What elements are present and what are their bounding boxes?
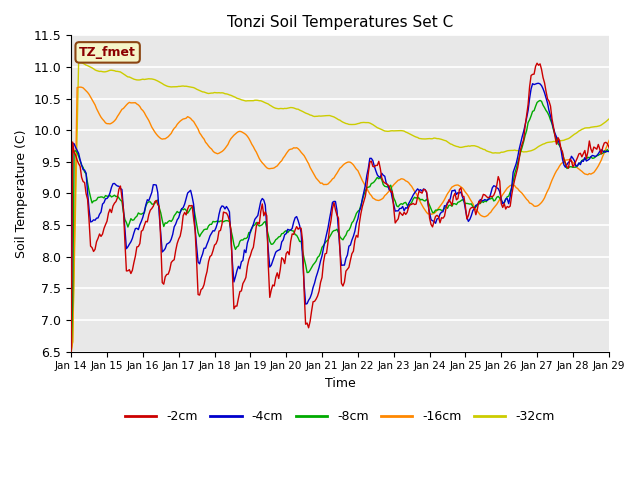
X-axis label: Time: Time: [324, 377, 355, 390]
Title: Tonzi Soil Temperatures Set C: Tonzi Soil Temperatures Set C: [227, 15, 453, 30]
Legend: -2cm, -4cm, -8cm, -16cm, -32cm: -2cm, -4cm, -8cm, -16cm, -32cm: [120, 405, 560, 428]
Y-axis label: Soil Temperature (C): Soil Temperature (C): [15, 129, 28, 258]
Text: TZ_fmet: TZ_fmet: [79, 46, 136, 59]
